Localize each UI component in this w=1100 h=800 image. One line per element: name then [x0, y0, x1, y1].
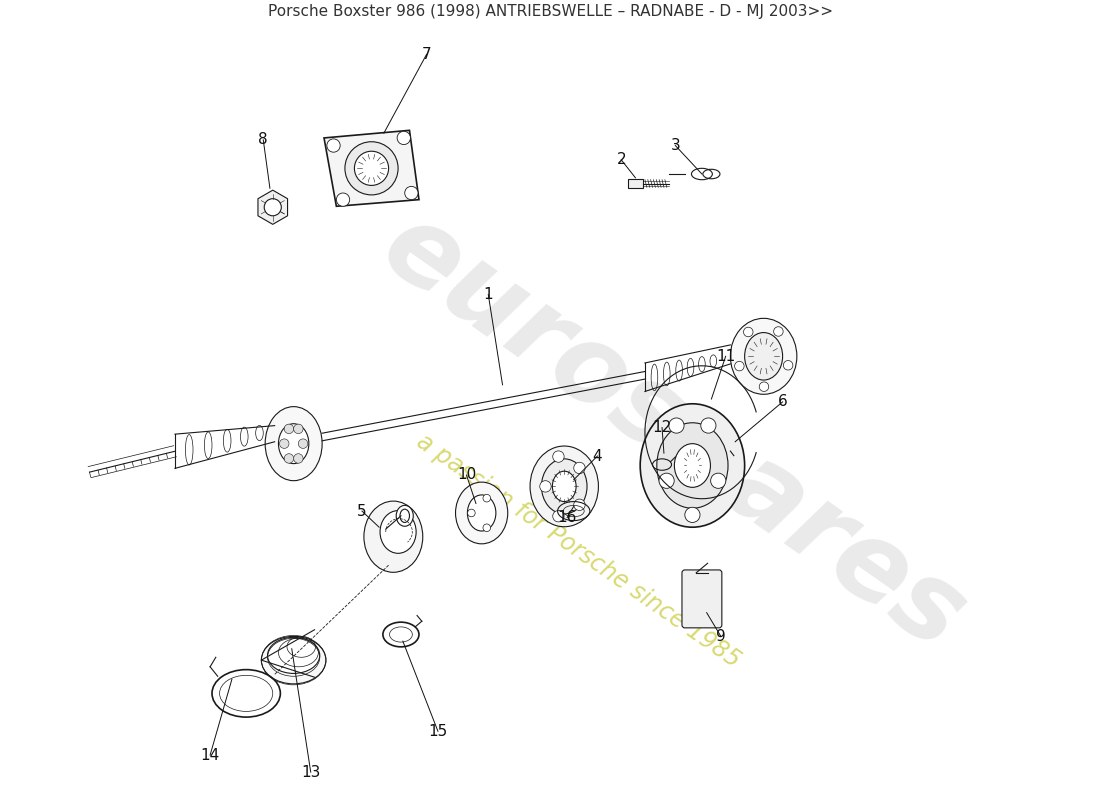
Circle shape	[744, 327, 754, 337]
Circle shape	[773, 326, 783, 336]
Circle shape	[294, 454, 304, 463]
Circle shape	[552, 510, 564, 522]
Ellipse shape	[267, 638, 320, 674]
Circle shape	[354, 151, 388, 186]
Ellipse shape	[674, 444, 711, 487]
Text: 11: 11	[716, 349, 735, 364]
Ellipse shape	[400, 509, 409, 522]
Circle shape	[552, 451, 564, 462]
Circle shape	[701, 418, 716, 433]
Text: 9: 9	[716, 629, 726, 644]
Circle shape	[284, 424, 294, 434]
Text: 8: 8	[258, 132, 268, 147]
Ellipse shape	[657, 422, 728, 508]
Text: 6: 6	[778, 394, 788, 410]
Ellipse shape	[364, 501, 422, 572]
Circle shape	[405, 186, 418, 200]
Ellipse shape	[262, 636, 326, 684]
Circle shape	[279, 439, 289, 449]
Ellipse shape	[468, 495, 496, 531]
Ellipse shape	[552, 471, 576, 502]
Text: a passion for Porsche since 1985: a passion for Porsche since 1985	[412, 430, 745, 673]
Text: 14: 14	[200, 747, 220, 762]
Circle shape	[345, 142, 398, 195]
Circle shape	[574, 499, 585, 510]
Text: 1: 1	[484, 287, 493, 302]
Text: 12: 12	[652, 420, 672, 435]
Text: 3: 3	[671, 138, 680, 153]
Polygon shape	[628, 178, 643, 188]
Ellipse shape	[379, 510, 416, 554]
Circle shape	[711, 473, 726, 488]
Text: 5: 5	[358, 503, 366, 518]
Circle shape	[574, 462, 585, 474]
Circle shape	[483, 524, 491, 531]
Circle shape	[298, 439, 308, 449]
Text: Porsche Boxster 986 (1998) ANTRIEBSWELLE – RADNABE - D - MJ 2003>>: Porsche Boxster 986 (1998) ANTRIEBSWELLE…	[267, 4, 833, 19]
Ellipse shape	[745, 333, 782, 380]
Polygon shape	[258, 190, 287, 224]
Circle shape	[327, 139, 340, 152]
Ellipse shape	[278, 424, 309, 463]
Circle shape	[483, 494, 491, 502]
Circle shape	[685, 507, 700, 522]
Circle shape	[264, 198, 282, 216]
Ellipse shape	[265, 406, 322, 481]
Ellipse shape	[730, 318, 796, 394]
Circle shape	[759, 382, 769, 391]
Ellipse shape	[541, 459, 587, 514]
Text: 4: 4	[593, 449, 603, 463]
Circle shape	[294, 424, 304, 434]
Text: 10: 10	[456, 467, 476, 482]
Ellipse shape	[396, 506, 414, 526]
Text: 16: 16	[558, 510, 576, 526]
Text: 15: 15	[428, 724, 448, 739]
Circle shape	[669, 418, 684, 433]
Circle shape	[337, 193, 350, 206]
Ellipse shape	[530, 446, 598, 526]
Text: 2: 2	[616, 152, 626, 167]
Polygon shape	[324, 130, 419, 206]
Circle shape	[540, 481, 551, 492]
FancyBboxPatch shape	[682, 570, 722, 628]
Text: 7: 7	[421, 47, 431, 62]
Circle shape	[659, 473, 674, 488]
Text: 13: 13	[301, 765, 320, 780]
Ellipse shape	[640, 404, 745, 527]
Circle shape	[735, 362, 744, 371]
Circle shape	[397, 131, 410, 145]
Ellipse shape	[455, 482, 508, 544]
Circle shape	[783, 361, 793, 370]
Text: eurospares: eurospares	[362, 192, 984, 672]
Circle shape	[284, 454, 294, 463]
Circle shape	[468, 509, 475, 517]
